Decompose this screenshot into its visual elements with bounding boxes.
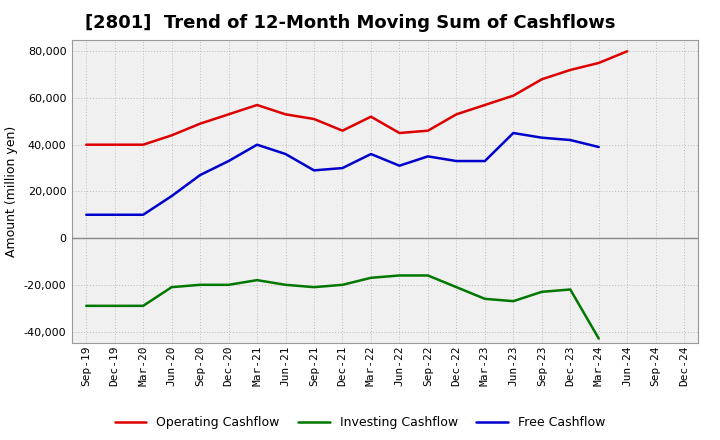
Operating Cashflow xyxy=(225,112,233,117)
Investing Cashflow xyxy=(595,336,603,341)
Operating Cashflow xyxy=(366,114,375,119)
Operating Cashflow xyxy=(82,142,91,147)
Operating Cashflow xyxy=(139,142,148,147)
Investing Cashflow xyxy=(310,285,318,290)
Free Cashflow xyxy=(225,158,233,164)
Free Cashflow xyxy=(82,212,91,217)
Free Cashflow xyxy=(537,135,546,140)
Free Cashflow xyxy=(310,168,318,173)
Investing Cashflow xyxy=(423,273,432,278)
Investing Cashflow xyxy=(253,278,261,283)
Operating Cashflow xyxy=(196,121,204,126)
Free Cashflow xyxy=(196,172,204,178)
Free Cashflow xyxy=(167,194,176,199)
Investing Cashflow xyxy=(509,298,518,304)
Free Cashflow xyxy=(566,137,575,143)
Investing Cashflow xyxy=(480,296,489,301)
Operating Cashflow xyxy=(423,128,432,133)
Operating Cashflow xyxy=(253,103,261,108)
Investing Cashflow xyxy=(225,282,233,287)
Operating Cashflow xyxy=(623,49,631,54)
Legend: Operating Cashflow, Investing Cashflow, Free Cashflow: Operating Cashflow, Investing Cashflow, … xyxy=(110,411,610,434)
Investing Cashflow xyxy=(537,289,546,294)
Line: Free Cashflow: Free Cashflow xyxy=(86,133,599,215)
Operating Cashflow xyxy=(509,93,518,98)
Investing Cashflow xyxy=(139,303,148,308)
Operating Cashflow xyxy=(595,60,603,66)
Free Cashflow xyxy=(139,212,148,217)
Investing Cashflow xyxy=(110,303,119,308)
Free Cashflow xyxy=(282,151,290,157)
Text: [2801]  Trend of 12-Month Moving Sum of Cashflows: [2801] Trend of 12-Month Moving Sum of C… xyxy=(84,15,615,33)
Investing Cashflow xyxy=(395,273,404,278)
Operating Cashflow xyxy=(537,77,546,82)
Free Cashflow xyxy=(366,151,375,157)
Free Cashflow xyxy=(110,212,119,217)
Investing Cashflow xyxy=(338,282,347,287)
Investing Cashflow xyxy=(167,285,176,290)
Investing Cashflow xyxy=(282,282,290,287)
Investing Cashflow xyxy=(566,287,575,292)
Operating Cashflow xyxy=(395,130,404,136)
Free Cashflow xyxy=(423,154,432,159)
Free Cashflow xyxy=(480,158,489,164)
Operating Cashflow xyxy=(566,67,575,73)
Investing Cashflow xyxy=(366,275,375,280)
Line: Operating Cashflow: Operating Cashflow xyxy=(86,51,627,145)
Line: Investing Cashflow: Investing Cashflow xyxy=(86,275,599,338)
Free Cashflow xyxy=(253,142,261,147)
Free Cashflow xyxy=(595,144,603,150)
Operating Cashflow xyxy=(452,112,461,117)
Operating Cashflow xyxy=(310,116,318,121)
Free Cashflow xyxy=(338,165,347,171)
Operating Cashflow xyxy=(110,142,119,147)
Investing Cashflow xyxy=(82,303,91,308)
Operating Cashflow xyxy=(167,133,176,138)
Operating Cashflow xyxy=(338,128,347,133)
Investing Cashflow xyxy=(452,285,461,290)
Free Cashflow xyxy=(395,163,404,169)
Free Cashflow xyxy=(452,158,461,164)
Y-axis label: Amount (million yen): Amount (million yen) xyxy=(5,126,18,257)
Operating Cashflow xyxy=(480,103,489,108)
Operating Cashflow xyxy=(282,112,290,117)
Investing Cashflow xyxy=(196,282,204,287)
Free Cashflow xyxy=(509,130,518,136)
